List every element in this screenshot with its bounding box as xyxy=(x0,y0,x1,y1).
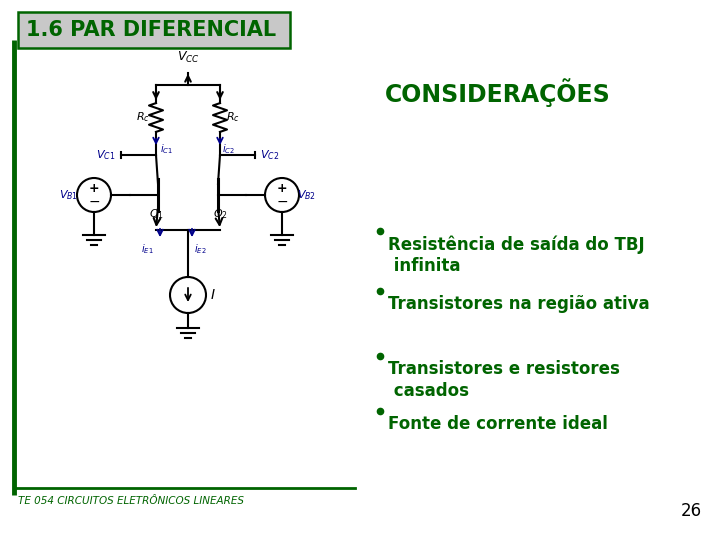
Text: $i_{E2}$: $i_{E2}$ xyxy=(194,242,207,256)
Text: Fonte de corrente ideal: Fonte de corrente ideal xyxy=(388,415,608,433)
Text: Transistores e resistores: Transistores e resistores xyxy=(388,360,620,378)
Text: $V_{C2}$: $V_{C2}$ xyxy=(261,148,279,162)
Text: $i_{E1}$: $i_{E1}$ xyxy=(141,242,154,256)
Text: $i_{C1}$: $i_{C1}$ xyxy=(160,142,173,156)
Text: Transistores na região ativa: Transistores na região ativa xyxy=(388,295,649,313)
Text: $Q_2$: $Q_2$ xyxy=(212,207,228,221)
Text: $V_{B1}$: $V_{B1}$ xyxy=(60,188,78,202)
Text: +: + xyxy=(276,181,287,194)
Text: $R_c$: $R_c$ xyxy=(136,111,150,124)
Text: $V_{B2}$: $V_{B2}$ xyxy=(297,188,317,202)
Text: $V_{C1}$: $V_{C1}$ xyxy=(96,148,116,162)
Text: $V_{CC}$: $V_{CC}$ xyxy=(176,50,199,65)
FancyBboxPatch shape xyxy=(18,12,290,48)
Text: $i_{C2}$: $i_{C2}$ xyxy=(222,142,235,156)
Text: TE 054 CIRCUITOS ELETRÔNICOS LINEARES: TE 054 CIRCUITOS ELETRÔNICOS LINEARES xyxy=(18,496,244,506)
Text: 26: 26 xyxy=(681,502,702,520)
Text: 1.6 PAR DIFERENCIAL: 1.6 PAR DIFERENCIAL xyxy=(26,20,276,40)
Text: Resistência de saída do TBJ: Resistência de saída do TBJ xyxy=(388,235,644,253)
Text: $I$: $I$ xyxy=(210,288,216,302)
Text: −: − xyxy=(276,195,288,209)
Text: $Q_1$: $Q_1$ xyxy=(148,207,163,221)
Text: −: − xyxy=(88,195,100,209)
Text: $R_c$: $R_c$ xyxy=(226,111,240,124)
Text: casados: casados xyxy=(388,382,469,400)
Text: infinita: infinita xyxy=(388,257,461,275)
Text: CONSIDERAÇÕES: CONSIDERAÇÕES xyxy=(385,78,611,107)
Text: +: + xyxy=(89,181,99,194)
